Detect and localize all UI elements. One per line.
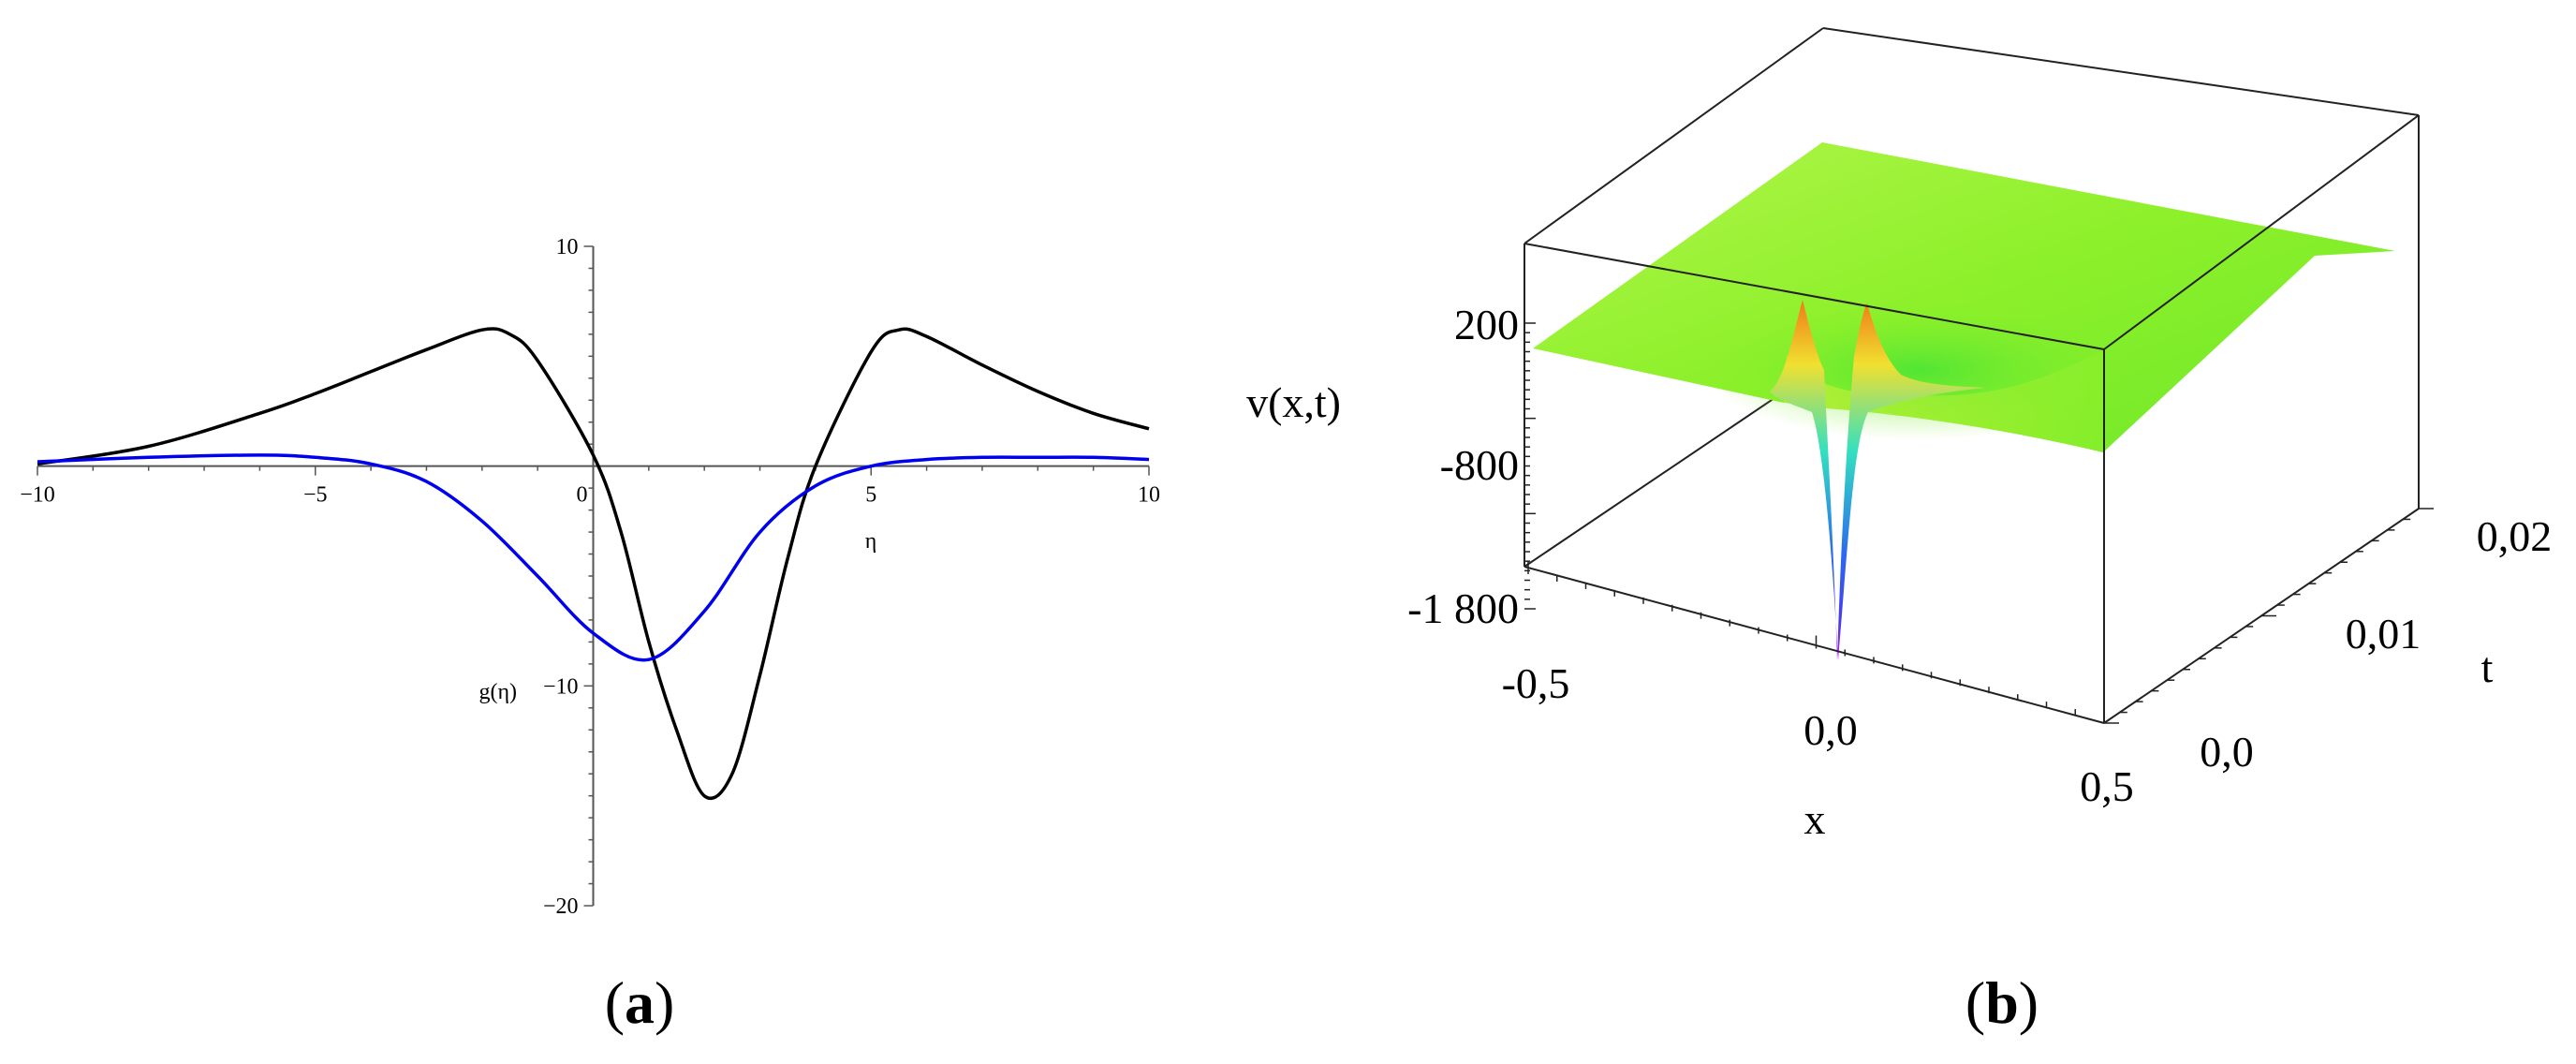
x-axis-label: x <box>1804 795 1826 843</box>
caption-a: (a) <box>605 969 675 1036</box>
tick-marks <box>1524 322 2434 724</box>
box-edge <box>2103 114 2420 350</box>
y-axis-label: t <box>2481 643 2494 691</box>
series-line-black <box>37 327 1150 801</box>
x-tick-label: 0,0 <box>1803 706 1858 754</box>
series-group <box>37 327 1150 801</box>
x-tick-label: 0,5 <box>2080 762 2134 810</box>
box-edge <box>1822 27 2420 116</box>
surface-skirt <box>1784 349 2105 452</box>
x-tick-label: −5 <box>303 483 328 508</box>
z-tick-label: -800 <box>1440 441 1519 489</box>
caption-b: (b) <box>1965 969 2039 1036</box>
x-tick-label: 10 <box>1138 483 1160 508</box>
y-tick-label: 0,02 <box>2477 512 2553 560</box>
x-tick-label: 5 <box>865 483 876 508</box>
box-edge <box>1524 27 1824 244</box>
x-ticks: −10 −5 0 5 10 <box>20 466 1160 508</box>
x-tick-label: −10 <box>20 483 55 508</box>
surface-spike <box>1770 300 1985 660</box>
panel-a-line-chart: −10 −5 0 5 10 10 −10 −20 η g(η) <box>20 235 1160 919</box>
y-tick-label: 0,01 <box>2346 610 2421 658</box>
z-tick-label: 200 <box>1454 301 1519 348</box>
x-tick-label: 0 <box>577 483 588 508</box>
y-tick-label: 10 <box>556 235 579 259</box>
y-tick-label: −10 <box>543 674 579 699</box>
z-axis-label: v(x,t) <box>1246 378 1341 426</box>
box-edge <box>1524 243 2105 350</box>
y-tick-label: −20 <box>543 894 579 919</box>
panel-b-surface-plot: 200 -800 -1 800 v(x,t) -0,5 0,0 0,5 x 0,… <box>1246 27 2553 843</box>
y-tick-label: 0,0 <box>2200 728 2254 776</box>
box-edge <box>1524 566 2105 724</box>
y-ticks: 10 −10 −20 <box>543 235 594 919</box>
x-axis-label: η <box>865 529 877 554</box>
x-tick-label: -0,5 <box>1502 659 1570 707</box>
y-axis-label: g(η) <box>478 680 517 704</box>
series-line-blue <box>37 453 1150 662</box>
z-tick-label: -1 800 <box>1407 584 1519 632</box>
